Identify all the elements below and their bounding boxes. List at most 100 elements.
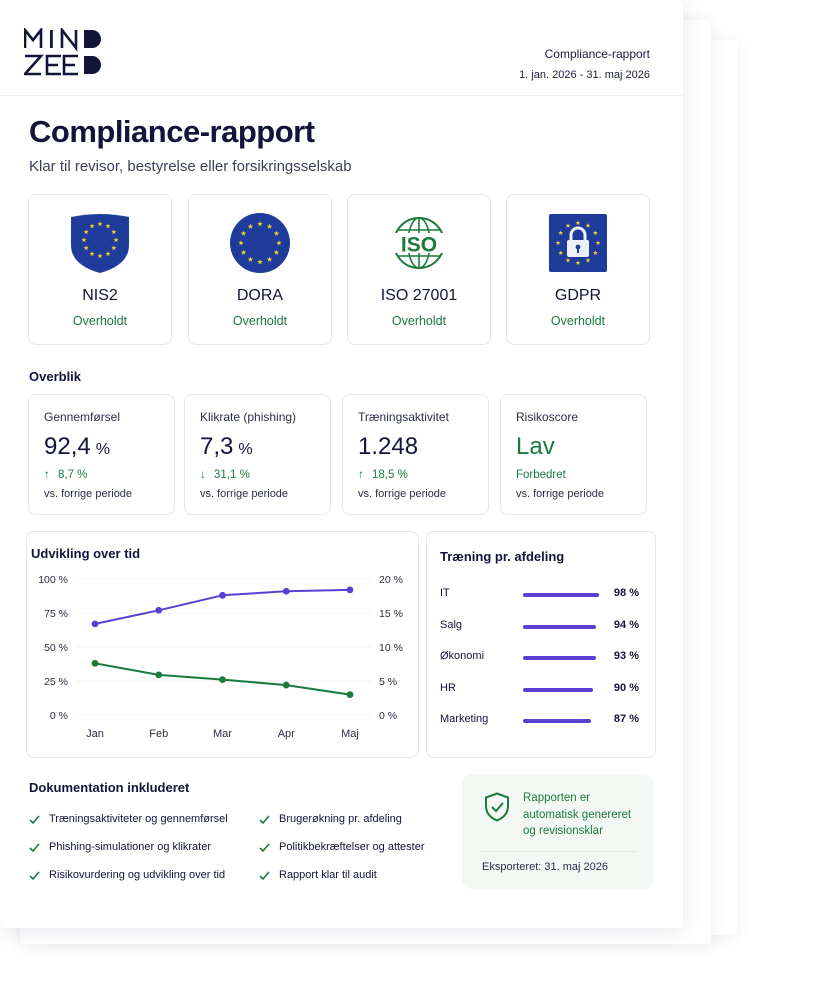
kpi-value: Lav xyxy=(516,433,555,460)
eu-star xyxy=(276,240,282,246)
framework-card-nis2: NIS2 Overholdt xyxy=(28,194,172,345)
eu-star xyxy=(105,223,111,229)
eu-star xyxy=(238,240,244,246)
department-name: IT xyxy=(440,587,450,599)
header-divider xyxy=(0,95,683,96)
kpi-delta: Forbedret xyxy=(516,469,566,481)
x-tick-label: Jan xyxy=(86,728,104,740)
kpi-value: 7,3% xyxy=(200,433,253,460)
series-point xyxy=(91,620,99,628)
page-subtitle: Klar til revisor, bestyrelse eller forsi… xyxy=(29,158,352,175)
framework-name: GDPR xyxy=(554,287,602,304)
eu-star xyxy=(565,257,571,263)
eu-star xyxy=(83,229,89,235)
kpi-label: Risikoscore xyxy=(516,410,579,424)
arrow-down-icon: ↓ xyxy=(200,469,206,481)
check-icon xyxy=(259,843,270,853)
documentation-list: Træningsaktiviteter og gennemførsel Phis… xyxy=(29,810,439,890)
eu-star xyxy=(565,223,571,228)
eu-star xyxy=(89,223,95,229)
check-icon xyxy=(259,815,270,825)
eu-star xyxy=(273,230,280,236)
series-point xyxy=(155,671,163,679)
report-page: Compliance-rapport 1. jan. 2026 - 31. ma… xyxy=(0,28,683,890)
framework-card-gdpr: GDPR Overholdt xyxy=(506,194,650,345)
department-row: HR 90 % xyxy=(427,682,655,698)
series-point xyxy=(346,586,354,594)
shield-check-icon xyxy=(485,792,509,822)
framework-name: ISO 27001 xyxy=(380,287,458,304)
badge-divider xyxy=(480,851,636,852)
y-right-tick-label: 20 % xyxy=(379,574,403,586)
department-value: 98 % xyxy=(613,587,639,599)
eu-star xyxy=(97,221,103,227)
eu-star xyxy=(240,230,247,236)
check-icon xyxy=(29,815,40,825)
department-name: Salg xyxy=(440,618,463,631)
mindzeed-logo xyxy=(24,28,101,76)
department-value: 93 % xyxy=(613,650,639,662)
eu-star xyxy=(105,251,111,256)
arrow-up-icon: ↑ xyxy=(358,469,364,481)
eu-star xyxy=(575,220,581,226)
eu-star xyxy=(257,221,263,227)
eu-star xyxy=(575,260,581,266)
x-tick-label: Apr xyxy=(278,728,295,740)
kpi-card-completion: Gennemførsel 92,4% ↑ 8,7 % vs. forrige pe… xyxy=(28,394,175,515)
header-period: 1. jan. 2026 - 31. maj 2026 xyxy=(519,69,650,81)
y-left-tick-label: 0 % xyxy=(50,710,68,722)
series-point xyxy=(91,659,99,667)
department-name: Økonomi xyxy=(440,650,485,662)
kpi-delta: ↓ 31,1 % xyxy=(200,469,250,481)
series-point xyxy=(346,691,354,698)
kpi-note: vs. forrige periode xyxy=(200,488,289,500)
svg-text:ISO: ISO xyxy=(401,234,437,257)
eu-star xyxy=(247,256,254,262)
eu-star xyxy=(89,251,95,256)
kpi-label: Klikrate (phishing) xyxy=(200,410,297,424)
eu-star xyxy=(592,250,598,256)
department-name: HR xyxy=(440,681,456,694)
eu-star xyxy=(558,250,564,256)
department-value: 94 % xyxy=(613,618,639,631)
series-point xyxy=(282,587,290,595)
trend-chart-card: Udvikling over tid 100 % 20 % 75 % 15 % 50 %… xyxy=(26,531,419,758)
framework-card-dora: DORA Overholdt xyxy=(188,194,332,345)
trend-chart: 100 % 20 % 75 % 15 % 50 % 10 % 25 % 5 % 0 % 0 % Ja… xyxy=(38,574,403,740)
export-date: Eksporteret: 31. maj 2026 xyxy=(482,861,608,873)
eu-star xyxy=(111,245,117,251)
department-bar xyxy=(523,624,597,629)
eu-star xyxy=(257,259,263,265)
y-right-tick-label: 5 % xyxy=(379,676,397,688)
documentation-heading: Dokumentation inkluderet xyxy=(29,780,190,795)
department-bar xyxy=(523,719,591,723)
framework-cards: NIS2 Overholdt DORA Overholdt ISO ISO 27… xyxy=(28,194,652,345)
series-point xyxy=(155,606,163,614)
kpi-card-risk-score: Risikoscore Lav Forbedret vs. forrige pe… xyxy=(500,394,647,515)
kpi-note: vs. forrige periode xyxy=(516,488,605,500)
eu-star xyxy=(592,230,598,236)
department-training-card: Træning pr. afdeling IT 98 % Salg 94 % Økono… xyxy=(426,531,656,758)
eu-stars-icon xyxy=(230,213,290,273)
department-row: Økonomi 93 % xyxy=(427,650,655,666)
y-right-tick-label: 15 % xyxy=(379,608,403,620)
kpi-note: vs. forrige periode xyxy=(44,488,133,500)
department-bar xyxy=(523,593,600,597)
department-bar xyxy=(523,687,594,692)
eu-lock-icon xyxy=(549,214,607,272)
framework-name: DORA xyxy=(236,287,284,304)
eu-star xyxy=(240,249,247,255)
arrow-up-icon: ↑ xyxy=(44,469,50,481)
series-point xyxy=(219,676,226,684)
eu-star xyxy=(247,223,254,229)
eu-star xyxy=(595,240,601,246)
eu-star xyxy=(555,240,561,246)
framework-status: Overholdt xyxy=(72,314,128,328)
eu-star xyxy=(273,249,280,255)
kpi-card-click-rate: Klikrate (phishing) 7,3% ↓ 31,1 % vs. for… xyxy=(184,394,331,515)
y-right-tick-label: 10 % xyxy=(379,642,403,654)
y-right-tick-label: 0 % xyxy=(379,710,397,722)
eu-star xyxy=(97,253,103,259)
page-title: Compliance-rapport xyxy=(29,114,315,149)
series-point xyxy=(219,591,226,599)
